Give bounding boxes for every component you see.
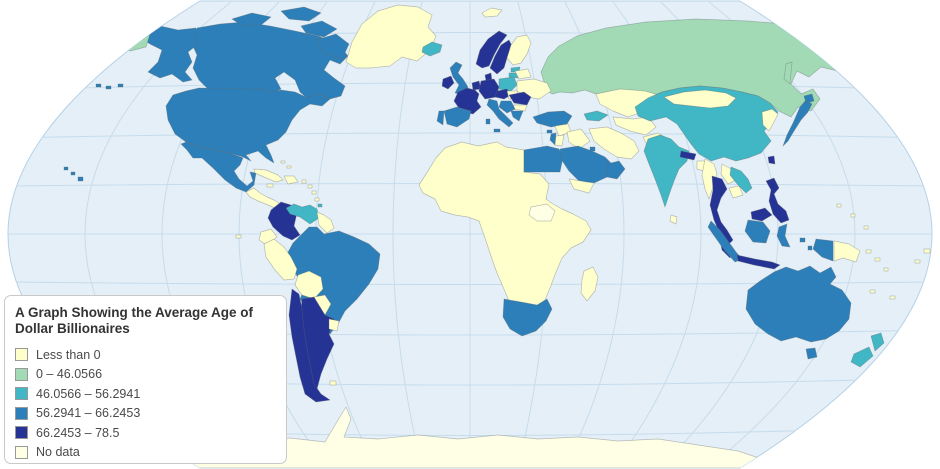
- country-china[interactable]: [634, 85, 779, 162]
- country-france[interactable]: [453, 87, 482, 115]
- country-thailand[interactable]: [709, 175, 734, 246]
- country-greenland[interactable]: [345, 4, 437, 69]
- legend-swatch-class-2: [15, 387, 28, 401]
- country-india[interactable]: [643, 134, 690, 208]
- country-norway[interactable]: [475, 30, 508, 69]
- country-vietnam[interactable]: [729, 166, 753, 194]
- country-belarus[interactable]: [514, 68, 532, 80]
- region-micronesia[interactable]: [836, 203, 931, 264]
- country-cyprus[interactable]: [546, 129, 553, 134]
- country-mexico[interactable]: [180, 141, 257, 193]
- country-bahamas[interactable]: [280, 160, 292, 169]
- legend-item: 56.2941 – 66.2453: [15, 403, 276, 423]
- country-lesser-antilles[interactable]: [301, 179, 320, 202]
- country-canadian-arctic-islands[interactable]: [231, 6, 350, 60]
- country-peru[interactable]: [263, 238, 298, 281]
- country-czech-austria[interactable]: [494, 88, 512, 100]
- country-usa[interactable]: [165, 87, 331, 164]
- legend-title: A Graph Showing the Average Age of Dolla…: [15, 305, 254, 337]
- country-iceland[interactable]: [421, 41, 443, 57]
- legend-swatch-class-4: [15, 426, 28, 440]
- country-mongolia[interactable]: [663, 89, 737, 109]
- country-egypt[interactable]: [523, 145, 564, 173]
- country-hispaniola[interactable]: [283, 175, 299, 185]
- country-united-kingdom[interactable]: [449, 61, 469, 96]
- country-iran[interactable]: [588, 126, 640, 160]
- country-trinidad[interactable]: [317, 203, 323, 208]
- country-oman-uae[interactable]: [606, 160, 626, 180]
- legend-panel: A Graph Showing the Average Age of Dolla…: [4, 295, 287, 464]
- legend-swatch-less-than-0: [15, 348, 28, 362]
- country-myanmar[interactable]: [701, 158, 718, 200]
- legend-item: 0 – 46.0566: [15, 364, 276, 384]
- country-alaska[interactable]: [139, 25, 198, 83]
- country-turkey[interactable]: [532, 110, 573, 128]
- country-korea[interactable]: [761, 108, 779, 132]
- country-poland[interactable]: [498, 76, 518, 92]
- country-south-sudan[interactable]: [528, 203, 556, 222]
- country-cuba[interactable]: [253, 168, 284, 183]
- country-indonesia-sulawesi[interactable]: [776, 223, 791, 248]
- region-central-asia[interactable]: [612, 116, 657, 136]
- country-tasmania[interactable]: [805, 347, 818, 360]
- country-caucasus[interactable]: [583, 110, 609, 122]
- region-africa[interactable]: [418, 141, 592, 308]
- country-laos[interactable]: [720, 163, 737, 185]
- country-indonesia-moluccas[interactable]: [799, 237, 813, 251]
- country-ireland[interactable]: [441, 75, 455, 90]
- country-taiwan[interactable]: [767, 155, 776, 165]
- country-australia[interactable]: [745, 265, 852, 343]
- country-iraq[interactable]: [566, 128, 591, 150]
- legend-item-label: 56.2941 – 66.2453: [36, 406, 141, 421]
- legend-item-label: Less than 0: [36, 347, 101, 362]
- country-jordan[interactable]: [554, 134, 565, 147]
- country-romania[interactable]: [508, 91, 532, 106]
- country-indonesia-papua[interactable]: [812, 238, 834, 262]
- country-cambodia[interactable]: [728, 185, 744, 199]
- country-aleutian-islands[interactable]: [95, 83, 124, 90]
- country-hawaii[interactable]: [63, 166, 84, 182]
- country-indonesia-kalimantan[interactable]: [744, 219, 771, 244]
- legend-swatch-no-data: [15, 445, 28, 459]
- country-bolivia[interactable]: [294, 270, 324, 300]
- country-yemen[interactable]: [568, 178, 595, 194]
- legend-item-label: No data: [36, 445, 80, 460]
- legend-item: 66.2453 – 78.5: [15, 423, 276, 443]
- country-uruguay[interactable]: [328, 318, 340, 332]
- country-south-africa[interactable]: [502, 298, 553, 337]
- country-spain[interactable]: [443, 106, 472, 128]
- legend-item: No data: [15, 442, 276, 462]
- country-indonesia-java[interactable]: [736, 254, 781, 270]
- legend-item: 46.0566 – 56.2941: [15, 384, 276, 404]
- country-finland[interactable]: [506, 34, 532, 66]
- legend-item: Less than 0: [15, 345, 276, 365]
- country-chile[interactable]: [288, 288, 331, 403]
- country-madagascar[interactable]: [580, 266, 599, 302]
- country-sri-lanka[interactable]: [669, 214, 678, 225]
- country-papua-new-guinea[interactable]: [833, 240, 861, 263]
- country-portugal[interactable]: [436, 110, 445, 126]
- country-guyanas[interactable]: [316, 211, 335, 234]
- country-japan[interactable]: [782, 93, 815, 147]
- country-new-zealand[interactable]: [850, 332, 885, 368]
- country-nepal[interactable]: [679, 150, 697, 161]
- country-jamaica[interactable]: [266, 183, 274, 188]
- country-svalbard[interactable]: [481, 7, 503, 18]
- legend-swatch-class-3: [15, 406, 28, 420]
- region-melanesia[interactable]: [865, 249, 896, 300]
- legend-item-label: 66.2453 – 78.5: [36, 425, 120, 440]
- legend-item-label: 46.0566 – 56.2941: [36, 386, 141, 401]
- legend-swatch-class-1: [15, 367, 28, 381]
- legend-item-label: 0 – 46.0566: [36, 367, 103, 382]
- country-italy[interactable]: [485, 98, 514, 133]
- country-greece[interactable]: [510, 110, 524, 122]
- country-philippines[interactable]: [765, 177, 790, 224]
- country-sakhalin[interactable]: [783, 61, 793, 85]
- country-galapagos[interactable]: [235, 234, 242, 239]
- country-falkland-islands[interactable]: [329, 380, 337, 386]
- country-kuwait[interactable]: [589, 146, 596, 152]
